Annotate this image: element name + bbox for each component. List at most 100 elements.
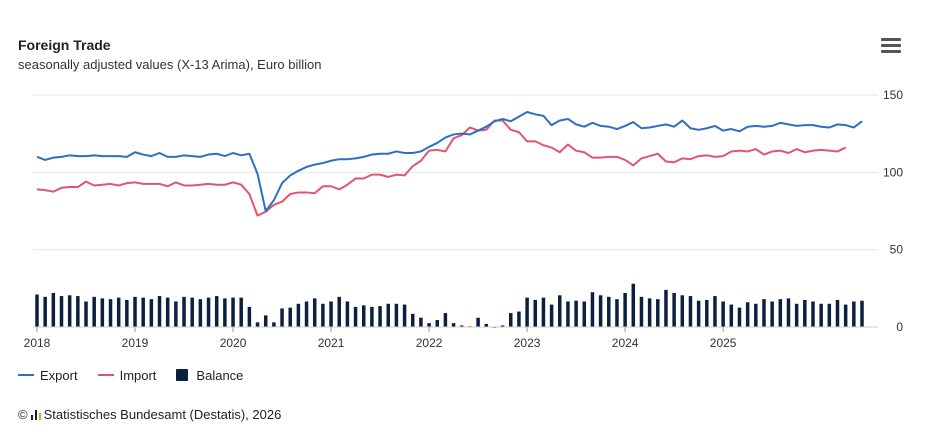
balance-bar (647, 298, 652, 327)
legend-item-export[interactable]: Export (18, 368, 78, 383)
balance-bar (116, 297, 121, 327)
balance-bar (35, 294, 39, 327)
balance-bar (337, 296, 341, 327)
export-line-swatch (18, 374, 34, 376)
balance-bar (754, 303, 758, 327)
legend-label-import: Import (119, 367, 157, 383)
balance-bar (435, 320, 439, 327)
balance-bar (353, 306, 358, 327)
balance-bar (843, 304, 848, 327)
balance-bar (835, 299, 840, 327)
balance-bar (149, 299, 154, 327)
x-tick-label: 2023 (514, 336, 541, 350)
hamburger-menu-icon[interactable] (881, 38, 901, 56)
balance-bar (558, 295, 562, 327)
y-tick-label: 150 (883, 88, 903, 102)
balance-bar (198, 299, 203, 327)
balance-bar (623, 292, 627, 327)
balance-bar (631, 283, 636, 327)
balance-bar (157, 296, 162, 327)
balance-bar (778, 299, 783, 327)
balance-bar (67, 295, 72, 327)
balance-bar (345, 301, 350, 327)
balance-bar (574, 300, 578, 327)
y-tick-label: 0 (896, 320, 903, 334)
balance-bar (329, 301, 333, 327)
balance-bar (721, 301, 725, 327)
balance-bar (378, 306, 382, 327)
balance-bar (566, 301, 570, 327)
balance-bar (43, 296, 47, 327)
x-tick-label: 2021 (318, 336, 345, 350)
balance-bar (165, 297, 170, 327)
balance-bar (174, 301, 178, 327)
legend-label-export: Export (40, 367, 78, 383)
balance-bar (394, 303, 399, 327)
balance-bar (786, 298, 791, 327)
balance-bar (484, 323, 489, 327)
balance-bar (402, 304, 407, 327)
balance-bar (76, 296, 80, 327)
balance-bar (100, 298, 105, 327)
balance-bar (803, 299, 807, 327)
balance-bar (819, 303, 823, 327)
balance-bar (239, 297, 243, 327)
balance-bar (190, 297, 194, 327)
balance-bar (304, 301, 309, 327)
balance-bar (517, 311, 521, 327)
balance-bar (460, 325, 464, 327)
balance-bar (361, 305, 366, 327)
balance-bar (737, 307, 742, 327)
balance-bar (288, 307, 292, 327)
legend-item-import[interactable]: Import (97, 367, 157, 383)
balance-bar (182, 296, 186, 327)
import-line-swatch (97, 374, 114, 376)
balance-bar (59, 296, 64, 327)
balance-bar (296, 303, 301, 327)
balance-bar (509, 313, 513, 327)
balance-bar (598, 295, 603, 327)
balance-bar (852, 301, 856, 327)
balance-bar (272, 322, 276, 327)
balance-bar (427, 323, 431, 327)
destatis-logo-icon (30, 409, 42, 420)
legend-label-balance: Balance (196, 367, 244, 383)
balance-bar (705, 299, 709, 327)
balance-bar (500, 325, 505, 327)
balance-bar (108, 299, 113, 327)
balance-bar (51, 292, 56, 327)
balance-bar (280, 308, 284, 327)
balance-bar (321, 303, 325, 327)
balance-bar (656, 299, 660, 327)
balance-bar (860, 300, 864, 327)
balance-bar (133, 296, 137, 327)
balance-bar (745, 302, 750, 327)
balance-bar (247, 306, 252, 327)
balance-bar (410, 313, 415, 327)
x-tick-label: 2018 (24, 336, 51, 350)
balance-bar (713, 296, 717, 327)
balance-bar (223, 298, 227, 327)
x-tick-label: 2022 (416, 336, 443, 350)
chart-subtitle: seasonally adjusted values (X-13 Arima),… (18, 57, 322, 72)
chart-title: Foreign Trade (18, 37, 111, 53)
balance-bar (811, 301, 815, 327)
x-tick-label: 2020 (220, 336, 247, 350)
source-text: Statistisches Bundesamt (Destatis), 2026 (43, 407, 282, 422)
balance-bar (476, 317, 480, 327)
balance-bar (729, 304, 734, 327)
x-tick-label: 2025 (710, 336, 737, 350)
balance-bar (827, 303, 832, 327)
x-tick-label: 2019 (122, 336, 149, 350)
import-line (36, 119, 847, 217)
balance-bar (92, 296, 96, 327)
balance-bar (762, 299, 766, 327)
balance-bar (688, 296, 693, 327)
chart-legend: Export Import Balance (18, 366, 263, 384)
y-tick-label: 100 (883, 165, 903, 179)
balance-bar (639, 296, 644, 327)
foreign-trade-chart: 0 50 100 150 2018 2019 2020 2021 2022 2023 2024 202… (24, 88, 904, 350)
balance-bar (672, 292, 676, 327)
balance-bar (664, 289, 668, 327)
legend-item-balance[interactable]: Balance (176, 368, 243, 383)
